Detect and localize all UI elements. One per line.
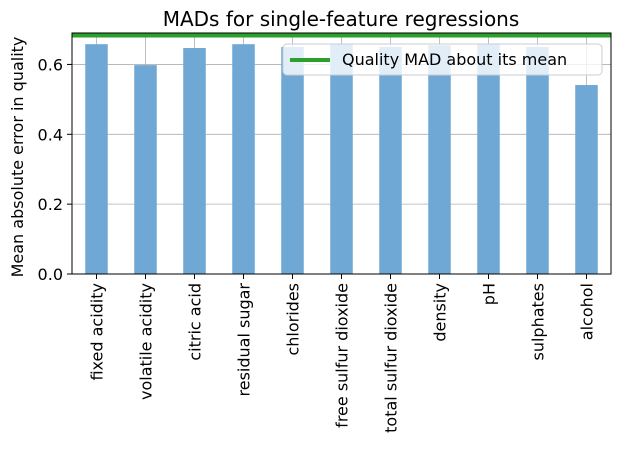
bars-layer [85,44,598,275]
x-tick-label: free sulfur dioxide [333,283,352,428]
x-tick-label: volatile acidity [137,283,156,400]
bar [575,85,598,275]
x-tick-label: citric acid [186,283,205,361]
x-tick-label: residual sugar [235,283,254,397]
axes-layer: 0.0 0.2 0.4 0.6 fixed acidity volatile acidit… [38,55,597,432]
bar [379,46,402,275]
y-tick-label: 0.6 [38,55,63,74]
x-tick-label: sulphates [529,283,548,360]
y-tick-label: 0.2 [38,195,63,214]
x-tick-label: density [431,283,450,342]
bar [526,46,549,275]
legend-label: Quality MAD about its mean [342,50,567,69]
bar [183,48,206,274]
bar [134,65,157,274]
y-tick-label: 0.0 [38,265,63,284]
bar [281,46,304,275]
legend: Quality MAD about its mean [282,43,603,76]
x-tick-label: total sulfur dioxide [382,283,401,433]
bar [477,44,500,274]
legend-box [282,43,603,76]
x-tick-label: alcohol [578,283,597,340]
y-tick-label: 0.4 [38,125,63,144]
bar [85,44,108,274]
chart-title: MADs for single-feature regressions [163,7,520,31]
x-tick-label: fixed acidity [88,283,107,381]
bar [232,44,255,274]
x-tick-label: chlorides [284,283,303,356]
bar [428,45,451,274]
y-axis-label: Mean absolute error in quality [8,37,27,278]
bar [330,44,353,274]
x-tick-label: pH [480,283,499,305]
